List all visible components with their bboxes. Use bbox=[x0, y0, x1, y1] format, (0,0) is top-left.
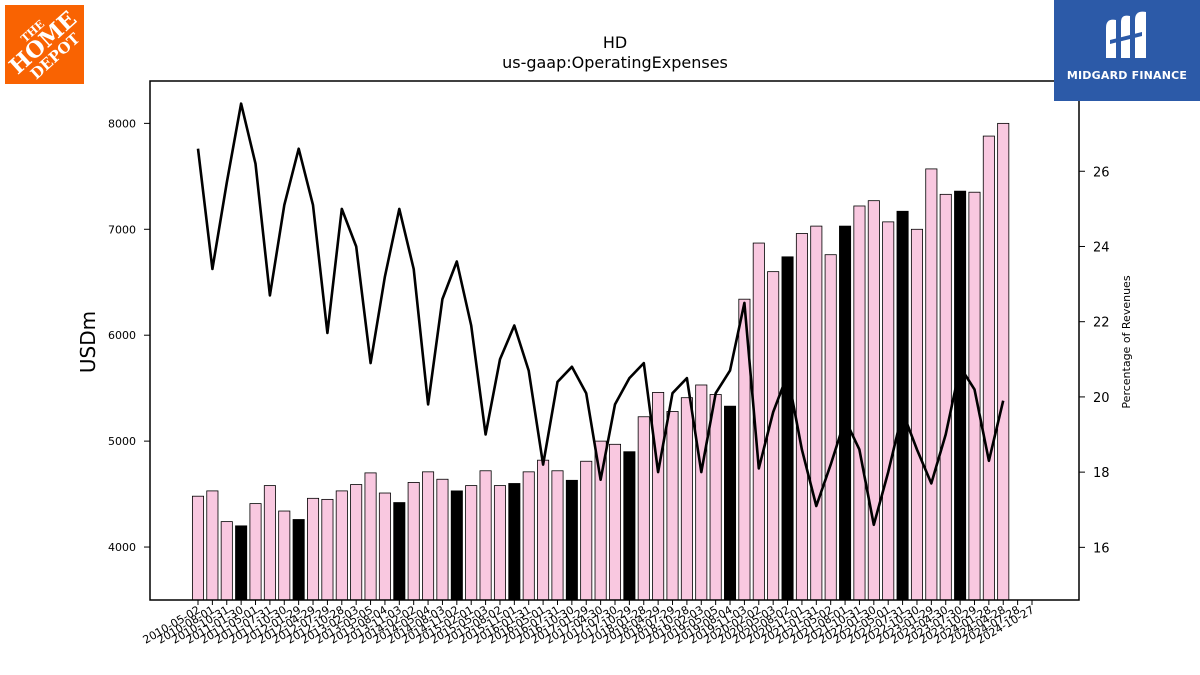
percentage-line bbox=[196, 102, 1005, 527]
bar bbox=[479, 470, 492, 601]
bar bbox=[350, 484, 363, 601]
bar bbox=[968, 191, 981, 601]
home-depot-logo: THE HOME DEPOT bbox=[5, 5, 84, 84]
right-axis: 16 18 20 22 24 26 bbox=[1079, 165, 1110, 556]
bar bbox=[623, 451, 636, 601]
bar bbox=[565, 479, 578, 601]
bar bbox=[939, 193, 952, 601]
y-tick-label: 4000 bbox=[108, 541, 136, 554]
midgard-finance-logo: MIDGARD FINANCE bbox=[1054, 0, 1200, 101]
y2-tick-label: 16 bbox=[1093, 541, 1110, 556]
bar bbox=[724, 405, 737, 601]
y-axis-label: USDm bbox=[76, 311, 100, 373]
midgard-finance-wordmark: MIDGARD FINANCE bbox=[1066, 69, 1188, 82]
bar bbox=[954, 190, 967, 601]
y2-tick-label: 18 bbox=[1093, 466, 1110, 481]
bar bbox=[321, 498, 334, 601]
bar bbox=[925, 168, 938, 601]
y-tick-label: 5000 bbox=[108, 435, 136, 448]
y2-tick-label: 22 bbox=[1093, 316, 1110, 331]
bar bbox=[867, 200, 880, 601]
bar bbox=[278, 510, 291, 601]
bar bbox=[249, 503, 262, 601]
bar bbox=[364, 472, 377, 601]
bottom-axis: 2010-05-022010-08-012010-10-312011-01-30… bbox=[141, 600, 1037, 647]
chart-title: HD bbox=[603, 33, 627, 52]
bar bbox=[652, 391, 665, 601]
bar bbox=[767, 271, 780, 601]
y2-tick-label: 24 bbox=[1093, 240, 1110, 255]
bar bbox=[235, 525, 248, 601]
y-tick-label: 8000 bbox=[108, 117, 136, 130]
bar bbox=[580, 460, 593, 601]
bar bbox=[307, 497, 320, 601]
bar bbox=[795, 233, 808, 601]
line-series bbox=[196, 102, 1005, 527]
bar bbox=[666, 411, 679, 601]
y-tick-label: 7000 bbox=[108, 223, 136, 236]
bar bbox=[335, 490, 348, 601]
bar bbox=[839, 225, 852, 601]
bar-series bbox=[191, 122, 1010, 601]
bar bbox=[191, 495, 205, 601]
bar bbox=[695, 384, 708, 601]
bar bbox=[263, 485, 276, 601]
bar bbox=[292, 519, 305, 601]
bar bbox=[810, 225, 823, 601]
midgard-mark-icon bbox=[1106, 11, 1146, 59]
bar bbox=[393, 502, 406, 601]
y2-tick-label: 20 bbox=[1093, 391, 1110, 406]
chart-subtitle: us-gaap:OperatingExpenses bbox=[502, 53, 728, 72]
bar bbox=[853, 205, 866, 601]
bar bbox=[882, 221, 895, 601]
bar bbox=[910, 228, 923, 601]
bar bbox=[465, 485, 478, 601]
bar bbox=[508, 483, 521, 601]
bar bbox=[422, 471, 435, 601]
bar bbox=[680, 397, 693, 601]
bar bbox=[637, 416, 650, 601]
bar bbox=[781, 256, 794, 601]
y2-tick-label: 26 bbox=[1093, 165, 1110, 180]
bar bbox=[436, 478, 449, 601]
bar bbox=[997, 122, 1010, 601]
bar bbox=[378, 492, 391, 601]
bar bbox=[824, 254, 837, 601]
bar bbox=[206, 490, 219, 601]
left-axis: 4000 5000 6000 7000 8000 bbox=[108, 117, 150, 554]
bar bbox=[608, 443, 622, 601]
bar bbox=[493, 485, 506, 601]
bar bbox=[407, 482, 420, 601]
y2-axis-label: Percentage of Revenues bbox=[1120, 275, 1133, 408]
y-tick-label: 6000 bbox=[108, 329, 136, 342]
bar bbox=[551, 470, 564, 601]
bar bbox=[709, 394, 722, 601]
bar bbox=[522, 471, 535, 601]
bar bbox=[450, 490, 463, 601]
bar bbox=[537, 459, 550, 601]
bar bbox=[982, 135, 995, 601]
bar bbox=[220, 521, 233, 601]
bar bbox=[896, 210, 909, 601]
